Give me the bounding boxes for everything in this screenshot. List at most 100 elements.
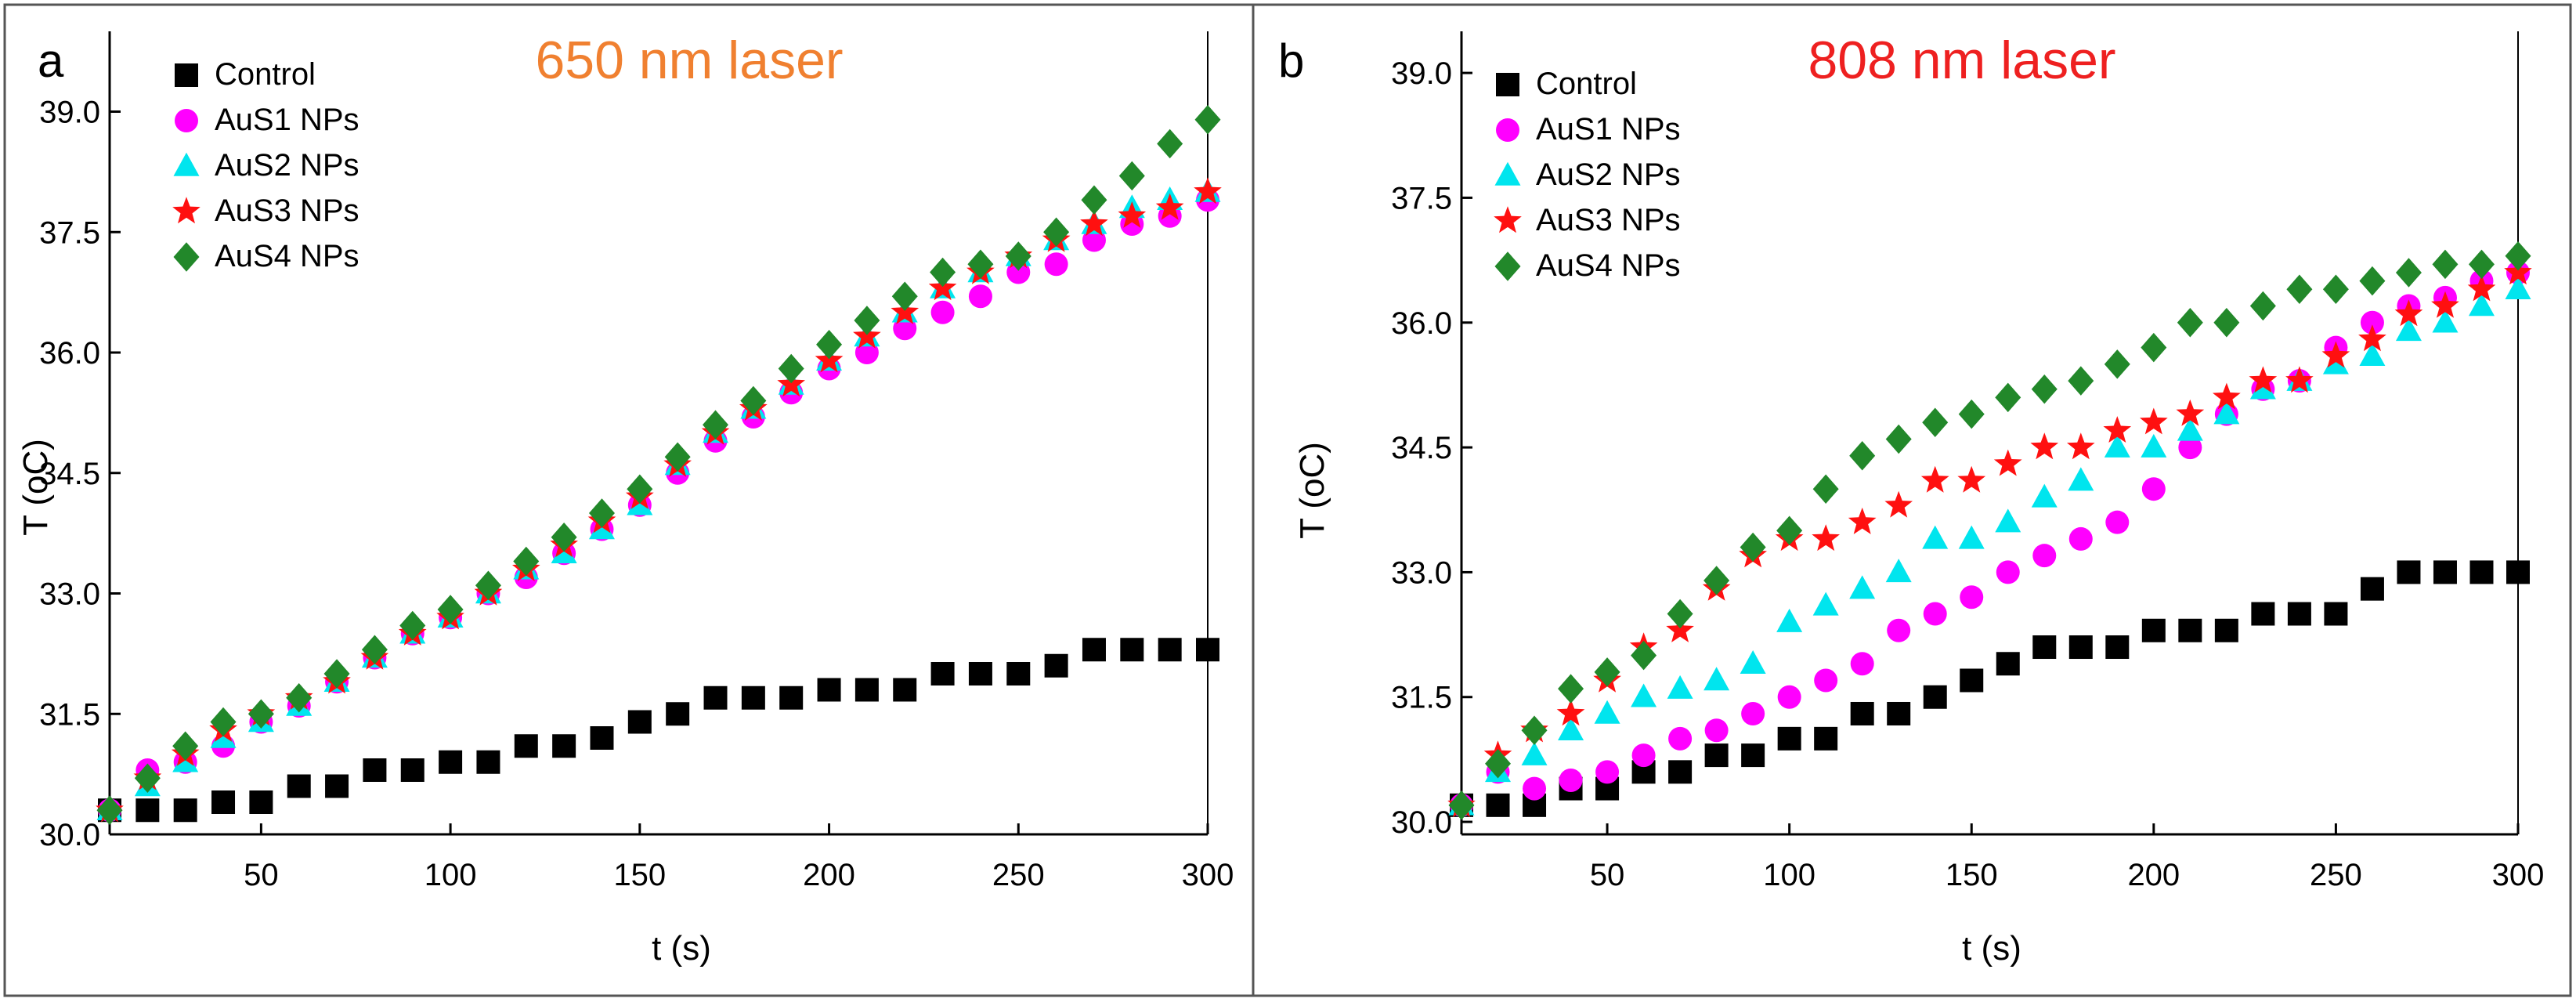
data-point: [2287, 602, 2311, 626]
data-point: [2505, 276, 2531, 300]
data-point: [2249, 366, 2278, 393]
data-point: [287, 774, 311, 798]
data-point: [1704, 743, 1729, 768]
x-tick-label: 50: [1590, 858, 1625, 892]
data-point: [1741, 743, 1765, 768]
y-tick-label: 36.0: [39, 336, 100, 371]
data-point: [286, 683, 313, 713]
data-point: [134, 763, 161, 793]
data-point: [968, 284, 992, 309]
data-point: [1777, 685, 1801, 709]
data-point: [1812, 474, 1839, 504]
data-point: [2432, 309, 2459, 333]
data-point: [1996, 652, 2020, 676]
y-tick-label: 36.0: [1391, 306, 1452, 341]
data-point: [2322, 350, 2349, 374]
data-point: [627, 710, 652, 734]
data-point: [1887, 701, 1911, 725]
data-point: [1521, 741, 1548, 765]
data-point: [930, 257, 956, 288]
chart-panel-b: b 808 nm laser 30.0 31.5 33.0 34.5 36.0 37.5 3…: [1278, 31, 2544, 968]
data-point: [1703, 566, 1730, 595]
legend-label: AuS1 NPs: [1536, 112, 1681, 147]
data-point: [1044, 653, 1068, 678]
data-point: [172, 731, 199, 761]
data-point: [854, 678, 879, 702]
legend-marker: [1496, 73, 1519, 96]
y-axis-label: T (oC): [16, 439, 55, 536]
data-point: [2324, 602, 2348, 626]
data-point: [1667, 599, 1693, 629]
data-point: [1958, 525, 1985, 549]
data-point: [2433, 560, 2457, 584]
data-point: [740, 385, 767, 416]
legend-label: AuS4 NPs: [215, 239, 359, 273]
data-point: [1486, 793, 1510, 817]
data-point: [552, 734, 576, 758]
data-point: [1887, 618, 1911, 642]
data-point: [627, 474, 653, 504]
y-axis-label: T (oC): [1293, 442, 1331, 539]
y-tick-label: 33.0: [39, 577, 100, 612]
data-point: [439, 750, 463, 774]
y-tick-label: 39.0: [1391, 56, 1452, 91]
data-point: [2032, 635, 2057, 660]
data-point: [1523, 776, 1547, 801]
panel-b-frame: [1252, 3, 2572, 997]
data-point: [1448, 790, 1475, 820]
chart-title: 650 nm laser: [535, 31, 843, 90]
y-tick-label: 33.0: [1391, 555, 1452, 590]
data-point: [741, 685, 765, 710]
data-point: [1118, 161, 1145, 191]
data-point: [1957, 465, 1986, 493]
data-point: [1922, 407, 1949, 437]
data-point: [2469, 560, 2494, 584]
data-point: [2286, 274, 2313, 305]
data-point: [1776, 515, 1803, 546]
series-aus4-nps: [1448, 241, 2531, 820]
data-point: [1666, 616, 1694, 642]
x-tick-label: 50: [244, 858, 279, 892]
y-tick-label: 31.5: [1391, 681, 1452, 715]
data-point: [2213, 400, 2240, 425]
data-point: [2068, 526, 2093, 551]
y-tick-label: 37.5: [1391, 181, 1452, 215]
data-point: [551, 523, 577, 552]
data-point: [1594, 700, 1620, 724]
data-point: [1814, 668, 1838, 693]
data-point: [513, 546, 540, 577]
data-point: [854, 306, 880, 335]
data-point: [96, 795, 123, 825]
data-point: [854, 341, 879, 364]
data-point: [399, 610, 426, 641]
y-tick-label: 37.5: [39, 215, 100, 250]
data-point: [437, 595, 464, 624]
data-point: [1741, 701, 1765, 725]
data-point: [1850, 701, 1874, 725]
x-tick-label: 200: [803, 858, 855, 892]
data-point: [1993, 449, 2022, 476]
data-point: [1631, 743, 1656, 768]
y-tick-label: 34.5: [39, 457, 100, 491]
data-point: [1081, 185, 1107, 215]
data-point: [2467, 274, 2496, 302]
data-point: [2395, 258, 2422, 288]
data-point: [1958, 399, 1985, 429]
data-point: [1740, 650, 1766, 675]
data-point: [2140, 407, 2168, 435]
data-point: [2504, 258, 2532, 285]
legend-label: Control: [215, 57, 316, 92]
data-point: [2249, 291, 2276, 321]
x-tick-label: 250: [992, 858, 1045, 892]
data-point: [2468, 249, 2495, 280]
data-point: [1157, 128, 1183, 159]
panel-a-frame: [3, 3, 1255, 997]
data-point: [400, 758, 425, 782]
data-point: [1194, 177, 1222, 204]
legend-marker: [173, 242, 200, 272]
legend-marker: [172, 197, 201, 224]
legend-marker: [173, 152, 200, 176]
legend-marker: [1496, 118, 1519, 142]
data-point: [664, 442, 691, 472]
data-point: [1885, 559, 1912, 583]
